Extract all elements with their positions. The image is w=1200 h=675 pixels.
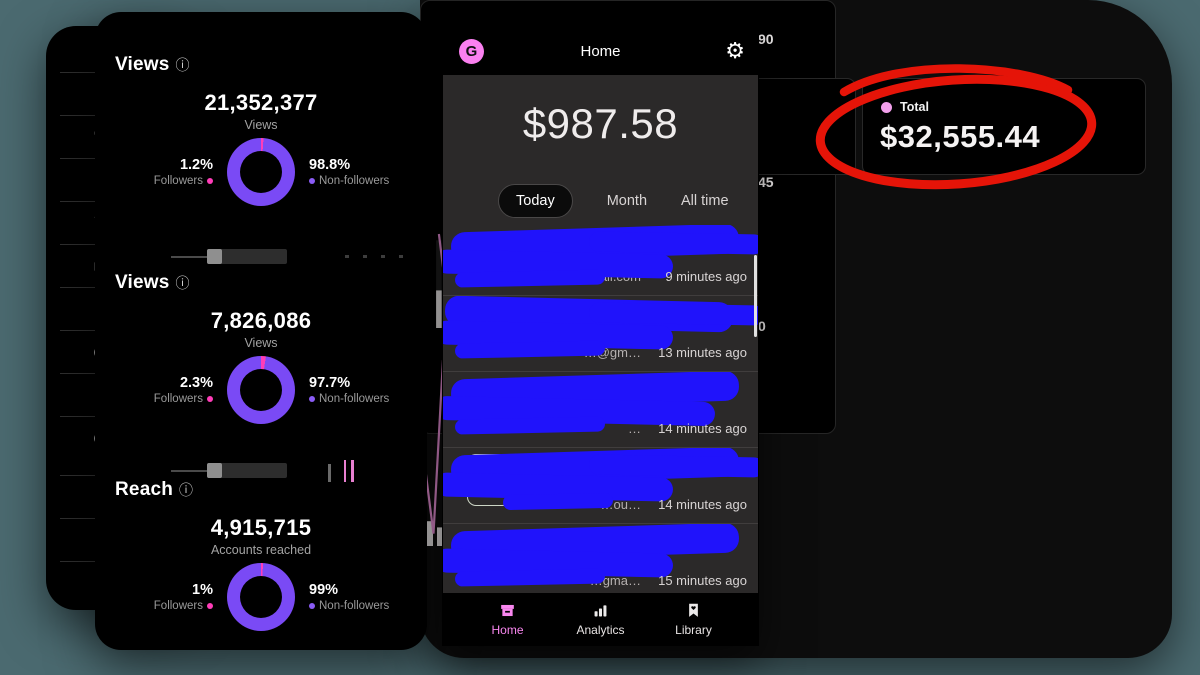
phone-screenshot: G Home ⚙ $987.58 Today Month All time …@… — [443, 28, 758, 645]
balance-amount: $987.58 — [522, 100, 679, 147]
tab-today[interactable]: Today — [498, 184, 573, 218]
nav-analytics[interactable]: Analytics — [561, 601, 641, 637]
nonfollowers-percent: 99% — [309, 582, 339, 598]
transaction-time: 13 minutes ago — [658, 345, 747, 360]
tab-all-time[interactable]: All time — [681, 193, 729, 209]
followers-percent: 2.3% — [179, 375, 213, 391]
scrollbar-handle[interactable] — [207, 249, 222, 264]
mini-chart-ticks — [328, 460, 354, 482]
followers-donut-chart — [227, 356, 295, 424]
followers-label: Followers — [153, 393, 203, 405]
transaction-row[interactable]: …ou… 14 minutes ago — [443, 448, 758, 524]
transaction-row[interactable]: …gma… 15 minutes ago — [443, 524, 758, 593]
card-title: Views ⓘ — [115, 54, 190, 75]
followers-donut-chart — [227, 563, 295, 631]
settings-gear-icon[interactable]: ⚙ — [725, 38, 745, 63]
nonfollowers-label: Non-followers — [319, 393, 390, 405]
bottom-navigation: Home Analytics Library — [443, 593, 758, 645]
followers-percent: 1% — [192, 582, 213, 598]
views-count: 7,826,086 — [210, 308, 312, 333]
transaction-row[interactable]: … 14 minutes ago — [443, 372, 758, 448]
followers-label: Followers — [153, 175, 203, 187]
nonfollowers-dot-icon — [309, 396, 315, 402]
total-card: Total $32,555.44 — [862, 78, 1146, 175]
info-icon[interactable]: ⓘ — [175, 275, 190, 291]
nav-home[interactable]: Home — [468, 601, 548, 637]
total-amount: $32,555.44 — [880, 119, 1041, 154]
nav-label: Home — [491, 623, 524, 637]
home-storefront-icon — [501, 604, 514, 617]
views-count: 21,352,377 — [204, 90, 318, 115]
nonfollowers-dot-icon — [309, 603, 315, 609]
analytics-bars-icon — [594, 605, 607, 617]
card-title: Reach ⓘ — [115, 479, 194, 500]
views-count-label: Views — [244, 336, 278, 350]
bookmark-icon — [689, 603, 698, 617]
tab-month[interactable]: Month — [606, 193, 648, 209]
info-icon[interactable]: ⓘ — [175, 57, 190, 73]
info-icon[interactable]: ⓘ — [179, 482, 194, 498]
transaction-row[interactable]: …@gmail.com 9 minutes ago — [443, 225, 758, 296]
nonfollowers-percent: 98.8% — [309, 157, 351, 173]
followers-dot-icon — [207, 178, 213, 184]
transaction-time: 14 minutes ago — [658, 497, 747, 512]
app-logo[interactable]: G — [459, 39, 484, 64]
views-card-2: Views ⓘ 7,826,086 Views 2.3% Followers 97… — [95, 262, 427, 470]
y-axis-tick-45: 45 — [758, 174, 774, 190]
followers-percent: 1.2% — [179, 157, 213, 173]
followers-dot-icon — [207, 603, 213, 609]
nonfollowers-dot-icon — [309, 178, 315, 184]
views-card-1: Views ⓘ 21,352,377 Views 1.2% Followers 9… — [95, 44, 427, 252]
views-count-label: Views — [244, 118, 278, 132]
reach-count-label: Accounts reached — [210, 543, 312, 557]
transactions-list: …@gmail.com 9 minutes ago …@gm… 13 minut… — [443, 225, 758, 593]
instagram-insights-panel: Views ⓘ 21,352,377 Views 1.2% Followers 9… — [95, 12, 427, 650]
phone-header: G Home ⚙ — [443, 28, 758, 75]
nonfollowers-percent: 97.7% — [309, 375, 351, 391]
transaction-time: 9 minutes ago — [665, 269, 747, 284]
horizontal-scrollbar[interactable] — [95, 242, 427, 272]
horizontal-scrollbar[interactable] — [95, 456, 427, 486]
scrollbar-handle[interactable] — [207, 463, 222, 478]
followers-donut-chart — [227, 138, 295, 206]
transaction-row[interactable]: …@gm… 13 minutes ago — [443, 296, 758, 372]
y-axis-tick-0: 0 — [758, 318, 766, 334]
followers-label: Followers — [153, 600, 203, 612]
nav-label: Analytics — [576, 623, 625, 637]
total-dot-icon — [881, 101, 892, 113]
followers-dot-icon — [207, 396, 213, 402]
masked-email: … — [628, 421, 641, 436]
nav-library[interactable]: Library — [654, 601, 734, 637]
reach-card: Reach ⓘ 4,915,715 Accounts reached 1% Fol… — [95, 469, 427, 675]
total-label: Total — [900, 100, 929, 114]
nonfollowers-label: Non-followers — [319, 175, 390, 187]
transaction-time: 15 minutes ago — [658, 573, 747, 588]
transaction-time: 14 minutes ago — [658, 421, 747, 436]
nav-label: Library — [675, 623, 712, 637]
card-title: Views ⓘ — [115, 272, 190, 293]
y-axis-tick-90: 90 — [758, 31, 774, 47]
page-title: Home — [580, 43, 621, 60]
reach-count: 4,915,715 — [210, 515, 312, 540]
nonfollowers-label: Non-followers — [319, 600, 390, 612]
list-scrollbar[interactable] — [754, 255, 757, 337]
time-filter-tabs: Today Month All time — [498, 184, 729, 218]
